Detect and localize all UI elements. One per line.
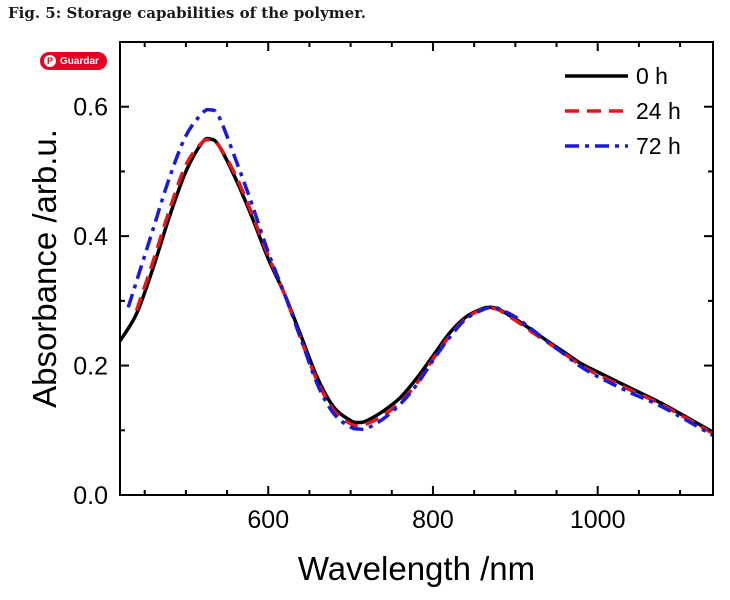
series-line-24h — [134, 137, 713, 436]
legend: 0 h 24 h 72 h — [565, 63, 681, 159]
x-tick-label: 800 — [412, 506, 454, 534]
plot-frame — [119, 41, 714, 496]
y-tick-label: 0.0 — [73, 482, 108, 510]
pinterest-icon: P — [44, 55, 56, 67]
y-tick-label: 0.4 — [73, 223, 108, 251]
y-axis-label: Absorbance /arb.u. — [26, 129, 63, 408]
legend-label: 24 h — [636, 98, 681, 124]
series-line-72h — [126, 107, 713, 438]
x-axis-label: Wavelength /nm — [298, 550, 535, 587]
save-button-label: Guardar — [60, 55, 99, 67]
legend-label: 0 h — [636, 63, 668, 89]
figure-caption: Fig. 5: Storage capabilities of the poly… — [8, 4, 366, 22]
y-tick-label: 0.2 — [73, 353, 108, 381]
y-tick-label: 0.6 — [73, 94, 108, 122]
pinterest-save-button[interactable]: P Guardar — [40, 52, 107, 70]
x-tick-label: 1000 — [570, 506, 626, 534]
legend-label: 72 h — [636, 133, 681, 159]
x-tick-label: 600 — [247, 506, 289, 534]
